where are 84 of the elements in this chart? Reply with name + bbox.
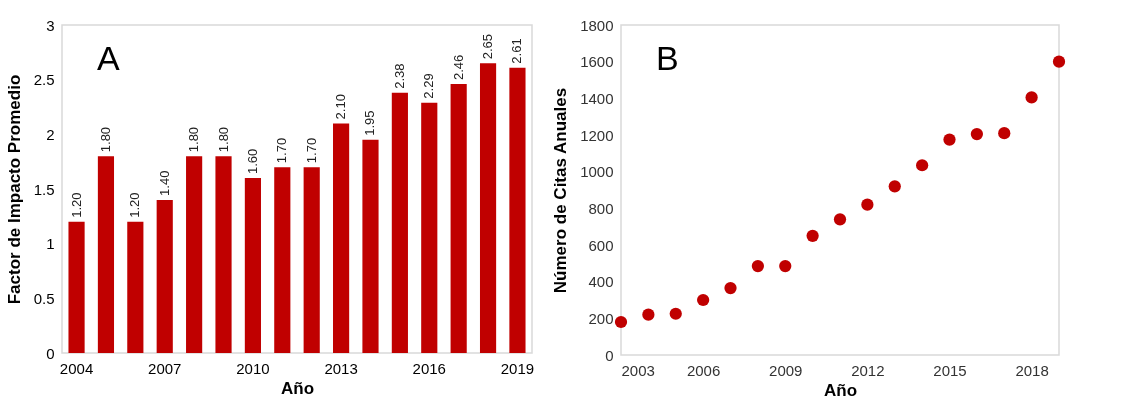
point [697,293,710,307]
bar [127,221,144,353]
y-tick-label: 200 [588,309,614,327]
point [888,180,901,193]
point [751,259,764,273]
data-label: 2.65 [480,33,496,60]
x-tick-label: 2012 [851,361,885,379]
x-tick-label: 2013 [324,359,358,377]
data-label: 1.60 [244,148,260,175]
y-tick-label: 1400 [580,89,614,107]
y-tick-label: 3 [46,16,55,34]
x-axis-title: Año [280,378,315,398]
x-tick-label: 2004 [59,359,94,377]
bar [421,102,438,353]
y-tick-label: 0.5 [33,289,55,307]
bar [215,156,232,353]
x-tick-label: 2006 [686,361,721,379]
data-label: 1.70 [303,137,319,164]
x-tick-label: 2010 [236,359,270,377]
x-tick-label: 2019 [500,359,535,377]
data-label: 1.70 [274,137,290,164]
data-label: 1.40 [156,170,172,196]
point [669,307,682,320]
annotation: A [97,39,120,77]
point [1025,91,1038,104]
y-tick-label: 1000 [580,163,614,181]
point [1052,55,1066,68]
y-tick-label: 600 [588,236,614,254]
data-label: 1.80 [215,126,231,153]
point [614,315,628,329]
bar [244,178,261,353]
x-tick-label: 2015 [933,361,967,379]
y-axis-title: Factor de Impacto Promedio [4,74,24,305]
bar [274,167,291,353]
y-tick-label: 800 [588,199,614,217]
point [998,127,1011,140]
x-tick-label: 2007 [148,359,182,377]
y-tick-label: 1200 [580,126,614,144]
y-tick-label: 0 [46,344,55,362]
point [779,259,792,273]
data-label: 1.95 [362,110,378,136]
y-tick-label: 1 [46,235,55,253]
data-label: 2.61 [509,38,525,64]
y-tick-label: 1800 [580,16,614,34]
bar [68,221,85,353]
y-tick-label: 2.5 [33,71,55,89]
data-label: 1.80 [97,126,113,153]
y-tick-label: 2 [46,125,55,143]
y-tick-label: 0 [605,346,614,364]
bar [362,139,379,353]
bar [97,156,115,353]
y-tick-label: 400 [588,273,614,291]
data-label: 1.20 [127,192,143,218]
bar [333,123,350,353]
point [970,127,983,141]
y-axis-title: Número de Citas Anuales [551,87,571,294]
data-label: 2.38 [391,63,407,89]
point [724,281,737,295]
annotation: B [656,39,679,77]
x-tick-label: 2016 [412,359,446,377]
x-tick-label: 2009 [769,361,803,379]
bar [509,67,526,353]
y-tick-label: 1600 [580,53,614,71]
data-label: 1.20 [68,192,84,218]
point [833,213,847,226]
x-tick-label: 2003 [621,361,655,379]
point [861,198,874,211]
bar [303,167,320,353]
bar [479,63,497,353]
data-label: 2.29 [421,73,437,99]
x-axis-title: Año [823,380,858,400]
point [806,229,819,242]
bar [391,92,408,353]
point [943,133,956,146]
point [916,159,929,172]
bar [450,84,467,353]
data-label: 2.46 [450,54,466,81]
y-tick-label: 1.5 [33,180,55,198]
bar [156,199,173,353]
bar [186,156,203,353]
x-tick-label: 2018 [1015,361,1049,379]
data-label: 1.80 [186,126,202,153]
data-label: 2.10 [333,94,349,120]
point [642,308,655,321]
